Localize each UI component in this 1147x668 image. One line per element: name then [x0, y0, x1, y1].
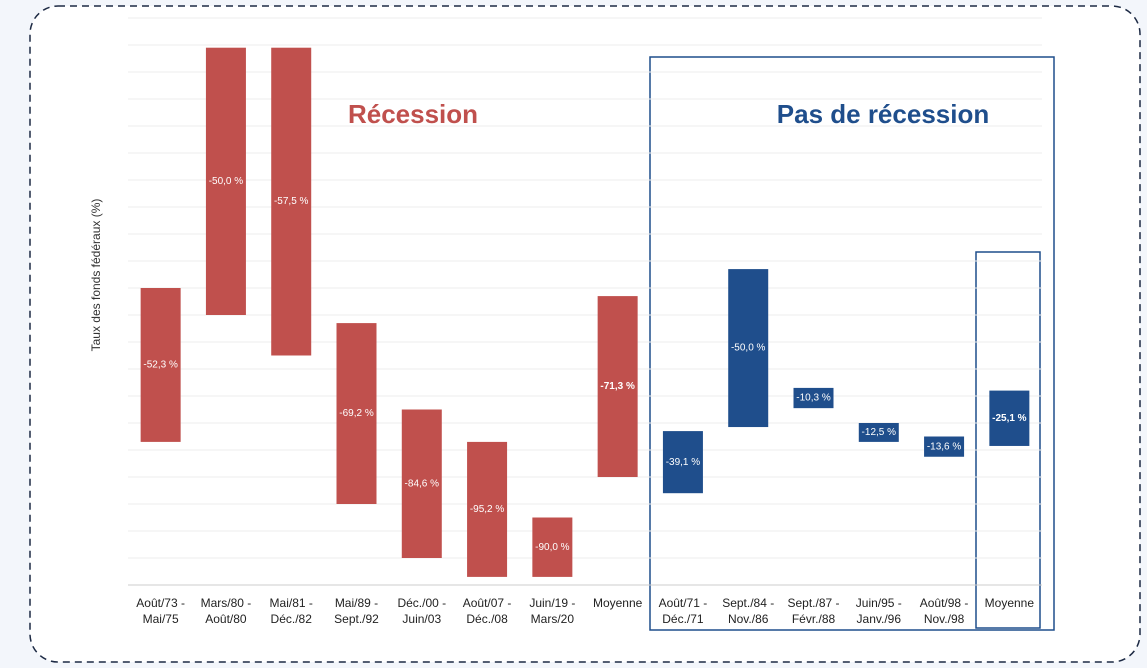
data-label: -39,1 % [666, 457, 701, 468]
x-tick-label: Sept./87 - [787, 596, 839, 610]
x-tick-label: Juin/19 - [529, 596, 575, 610]
x-tick-label: Moyenne [593, 596, 643, 610]
x-tick-label: Déc./82 [271, 612, 313, 626]
bar [662, 431, 703, 494]
y-axis-label: Taux des fonds fédéraux (%) [89, 199, 103, 352]
data-label: -50,0 % [731, 343, 766, 354]
bar [467, 441, 508, 577]
bar [793, 387, 834, 409]
group-box [649, 56, 1055, 631]
x-tick-label: Déc./71 [662, 612, 704, 626]
bar [336, 323, 377, 504]
bar [728, 269, 769, 428]
average-box [975, 251, 1041, 629]
x-tick-label: Août/73 - [136, 596, 185, 610]
data-label: -95,2 % [470, 504, 505, 515]
bar [597, 296, 638, 477]
x-tick-label: Nov./98 [924, 612, 965, 626]
x-tick-label: Mai/75 [143, 612, 179, 626]
bar [271, 47, 312, 356]
annotation: Récession [348, 99, 478, 129]
data-label: -71,3 % [600, 381, 635, 392]
data-label: -25,1 % [992, 413, 1027, 424]
x-tick-label: Moyenne [985, 596, 1035, 610]
x-tick-label: Août/07 - [463, 596, 512, 610]
bar [858, 423, 899, 442]
data-label: -52,3 % [143, 360, 178, 371]
data-label: -69,2 % [339, 408, 374, 419]
bar [401, 409, 442, 558]
bar [989, 390, 1030, 446]
x-tick-label: Août/71 - [659, 596, 708, 610]
data-label: -12,5 % [862, 427, 897, 438]
bar [205, 47, 246, 315]
x-tick-label: Août/98 - [920, 596, 969, 610]
x-tick-label: Nov./86 [728, 612, 769, 626]
x-tick-label: Déc./08 [466, 612, 508, 626]
data-label: -90,0 % [535, 542, 570, 553]
x-tick-label: Mars/20 [531, 612, 575, 626]
data-label: -57,5 % [274, 196, 309, 207]
x-tick-label: Janv./96 [857, 612, 902, 626]
data-label: -84,6 % [405, 478, 440, 489]
data-label: -50,0 % [209, 176, 244, 187]
x-tick-label: Juin/03 [402, 612, 441, 626]
x-tick-label: Mai/81 - [270, 596, 313, 610]
x-tick-label: Juin/95 - [856, 596, 902, 610]
bar [532, 517, 573, 577]
x-tick-label: Mars/80 - [201, 596, 252, 610]
annotation: Pas de récession [777, 99, 989, 129]
bar [140, 288, 181, 442]
x-tick-label: Sept./84 - [722, 596, 774, 610]
data-label: -10,3 % [796, 393, 831, 404]
x-tick-label: Sept./92 [334, 612, 379, 626]
x-tick-label: Déc./00 - [397, 596, 446, 610]
x-tick-label: Mai/89 - [335, 596, 378, 610]
x-tick-label: Févr./88 [792, 612, 836, 626]
data-label: -13,6 % [927, 441, 962, 452]
x-tick-label: Août/80 [205, 612, 247, 626]
bar [924, 436, 965, 457]
